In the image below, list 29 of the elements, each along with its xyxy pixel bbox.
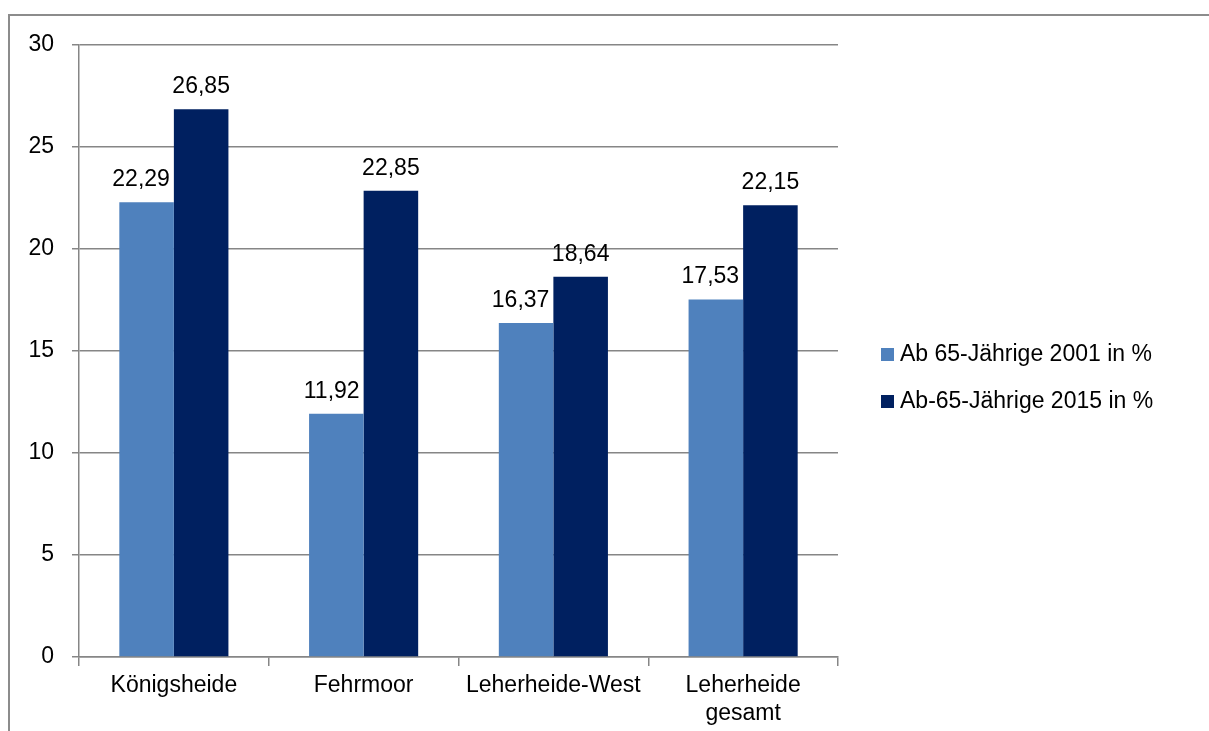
bar xyxy=(119,202,174,657)
bar xyxy=(363,190,419,657)
x-tick-label: Fehrmoor xyxy=(313,671,414,698)
data-label: 11,92 xyxy=(303,376,360,403)
y-tick-label: 20 xyxy=(28,234,54,261)
data-label: 22,85 xyxy=(362,153,420,180)
data-label: 18,64 xyxy=(551,239,610,266)
data-label: 22,29 xyxy=(112,165,170,192)
bar xyxy=(309,413,364,657)
data-label: 26,85 xyxy=(172,72,230,99)
data-label: 17,53 xyxy=(681,262,740,289)
y-tick-label: 15 xyxy=(28,336,54,363)
x-tick-label: Königsheide xyxy=(110,671,238,698)
bar xyxy=(553,276,608,657)
x-tick-label: Leherheide gesamt xyxy=(685,671,801,725)
y-tick-label: 25 xyxy=(28,132,54,159)
x-tick-label: Leherheide-West xyxy=(466,671,642,698)
y-tick-label: 30 xyxy=(28,30,54,57)
bar xyxy=(688,299,744,657)
bar xyxy=(498,323,554,657)
legend-label: Ab 65-Jährige 2001 in % xyxy=(900,339,1152,366)
bar xyxy=(173,109,229,657)
data-label: 22,15 xyxy=(741,168,800,195)
bar xyxy=(743,205,798,657)
y-tick-label: 0 xyxy=(41,642,54,669)
y-tick-label: 10 xyxy=(28,438,54,465)
data-label: 16,37 xyxy=(491,286,550,313)
y-tick-label: 5 xyxy=(41,540,54,567)
legend-label: Ab-65-Jährige 2015 in % xyxy=(900,386,1154,413)
